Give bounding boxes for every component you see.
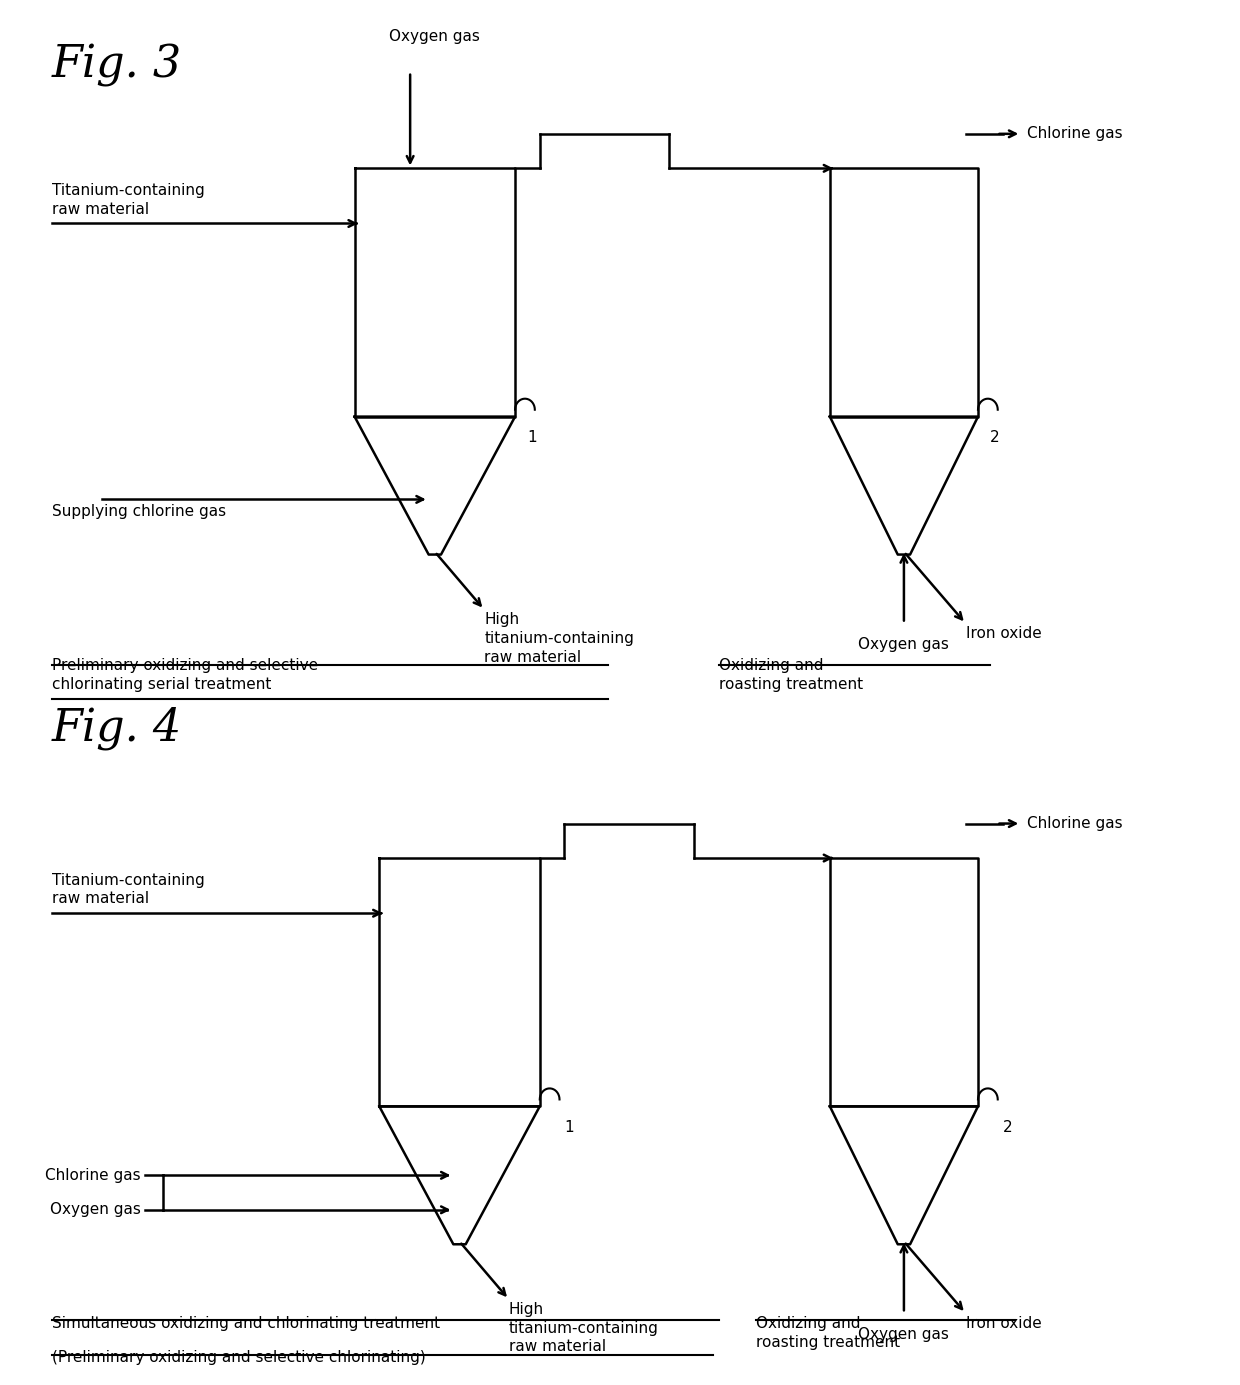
Text: 2: 2 [991,431,999,446]
Text: Titanium-containing
raw material: Titanium-containing raw material [52,873,205,906]
Text: Chlorine gas: Chlorine gas [1028,126,1123,141]
Text: Chlorine gas: Chlorine gas [1028,816,1123,831]
Text: 1: 1 [564,1120,574,1136]
Text: Iron oxide: Iron oxide [966,626,1042,641]
Text: Titanium-containing
raw material: Titanium-containing raw material [52,183,205,216]
Text: Preliminary oxidizing and selective
chlorinating serial treatment: Preliminary oxidizing and selective chlo… [52,658,319,691]
Text: Fig. 3: Fig. 3 [52,44,182,87]
Text: Oxygen gas: Oxygen gas [389,29,480,44]
Text: High
titanium-containing
raw material: High titanium-containing raw material [484,612,634,665]
Text: Oxygen gas: Oxygen gas [50,1202,141,1217]
Text: 1: 1 [527,431,537,446]
Text: Simultaneous oxidizing and chlorinating treatment: Simultaneous oxidizing and chlorinating … [52,1316,440,1331]
Text: Chlorine gas: Chlorine gas [46,1168,141,1183]
Text: Supplying chlorine gas: Supplying chlorine gas [52,504,226,518]
Text: Fig. 4: Fig. 4 [52,706,182,749]
Text: 2: 2 [1003,1120,1012,1136]
Text: Oxygen gas: Oxygen gas [858,1327,950,1342]
Text: Iron oxide: Iron oxide [966,1316,1042,1331]
Text: Oxygen gas: Oxygen gas [858,637,950,652]
Text: Oxidizing and
roasting treatment: Oxidizing and roasting treatment [719,658,863,691]
Text: High
titanium-containing
raw material: High titanium-containing raw material [508,1302,658,1355]
Text: (Preliminary oxidizing and selective chlorinating): (Preliminary oxidizing and selective chl… [52,1350,425,1366]
Text: Oxidizing and
roasting treatment: Oxidizing and roasting treatment [756,1316,900,1349]
